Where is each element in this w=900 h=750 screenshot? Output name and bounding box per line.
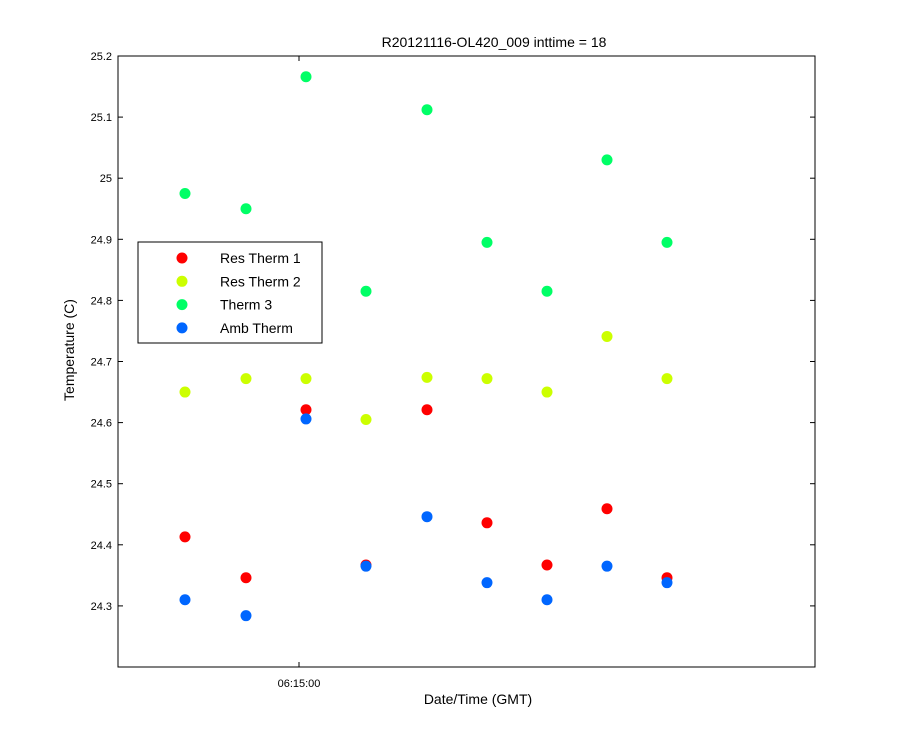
y-tick-label: 24.9 — [91, 234, 112, 246]
point-res-therm-2 — [481, 373, 493, 385]
legend-marker — [176, 299, 188, 311]
point-res-therm-2 — [421, 371, 433, 383]
point-amb-therm — [481, 577, 493, 589]
y-tick-label: 24.7 — [91, 357, 112, 369]
legend-marker — [176, 322, 188, 334]
point-res-therm-2 — [541, 386, 553, 398]
point-res-therm-2 — [300, 373, 312, 385]
point-res-therm-1 — [541, 559, 553, 571]
legend-label: Res Therm 2 — [220, 273, 301, 289]
point-res-therm-2 — [661, 373, 673, 385]
legend-box — [137, 241, 323, 344]
point-amb-therm — [179, 594, 191, 606]
y-tick-label: 24.4 — [91, 540, 112, 552]
point-amb-therm — [601, 560, 613, 572]
point-therm-3 — [240, 203, 252, 215]
point-res-therm-1 — [481, 517, 493, 529]
point-res-therm-1 — [601, 503, 613, 515]
point-amb-therm — [240, 610, 252, 622]
x-tick-label: 06:15:00 — [278, 678, 321, 690]
point-res-therm-2 — [360, 414, 372, 426]
legend-marker — [176, 275, 188, 287]
y-tick-label: 24.3 — [91, 601, 112, 613]
point-res-therm-1 — [300, 404, 312, 416]
point-res-therm-1 — [240, 572, 252, 584]
plot-area-frame — [117, 55, 816, 668]
point-res-therm-1 — [179, 531, 191, 543]
y-tick-label: 24.5 — [91, 479, 112, 491]
point-res-therm-2 — [601, 330, 613, 342]
point-amb-therm — [360, 560, 372, 572]
legend-marker — [176, 252, 188, 264]
point-therm-3 — [601, 154, 613, 166]
legend-label: Res Therm 1 — [220, 250, 301, 266]
y-tick-label: 25.2 — [91, 51, 112, 63]
point-therm-3 — [179, 187, 191, 199]
point-amb-therm — [541, 594, 553, 606]
point-amb-therm — [421, 511, 433, 523]
point-amb-therm — [661, 577, 673, 589]
point-therm-3 — [300, 71, 312, 83]
point-amb-therm — [300, 413, 312, 425]
legend-label: Therm 3 — [220, 297, 272, 313]
y-tick-label: 24.8 — [91, 295, 112, 307]
axis-ticks: 24.3 24.4 24.5 24.6 24.7 24.8 24.9 25 25.1 25.2 06… — [91, 51, 815, 690]
y-tick-label: 25 — [100, 173, 112, 185]
legend: Res Therm 1 Res Therm 2 Therm 3 Amb Therm — [137, 241, 323, 344]
data-points — [179, 71, 673, 622]
legend-label: Amb Therm — [220, 320, 293, 336]
point-therm-3 — [541, 285, 553, 297]
point-therm-3 — [661, 236, 673, 248]
point-therm-3 — [421, 104, 433, 116]
point-therm-3 — [481, 236, 493, 248]
point-therm-3 — [360, 285, 372, 297]
point-res-therm-2 — [179, 386, 191, 398]
chart-title: R20121116-OL420_009 inttime = 18 — [382, 34, 607, 50]
y-axis-label: Temperature (C) — [61, 299, 77, 401]
y-tick-label: 25.1 — [91, 112, 112, 124]
y-tick-label: 24.6 — [91, 418, 112, 430]
point-res-therm-2 — [240, 373, 252, 385]
point-res-therm-1 — [421, 404, 433, 416]
x-axis-label: Date/Time (GMT) — [424, 691, 532, 707]
